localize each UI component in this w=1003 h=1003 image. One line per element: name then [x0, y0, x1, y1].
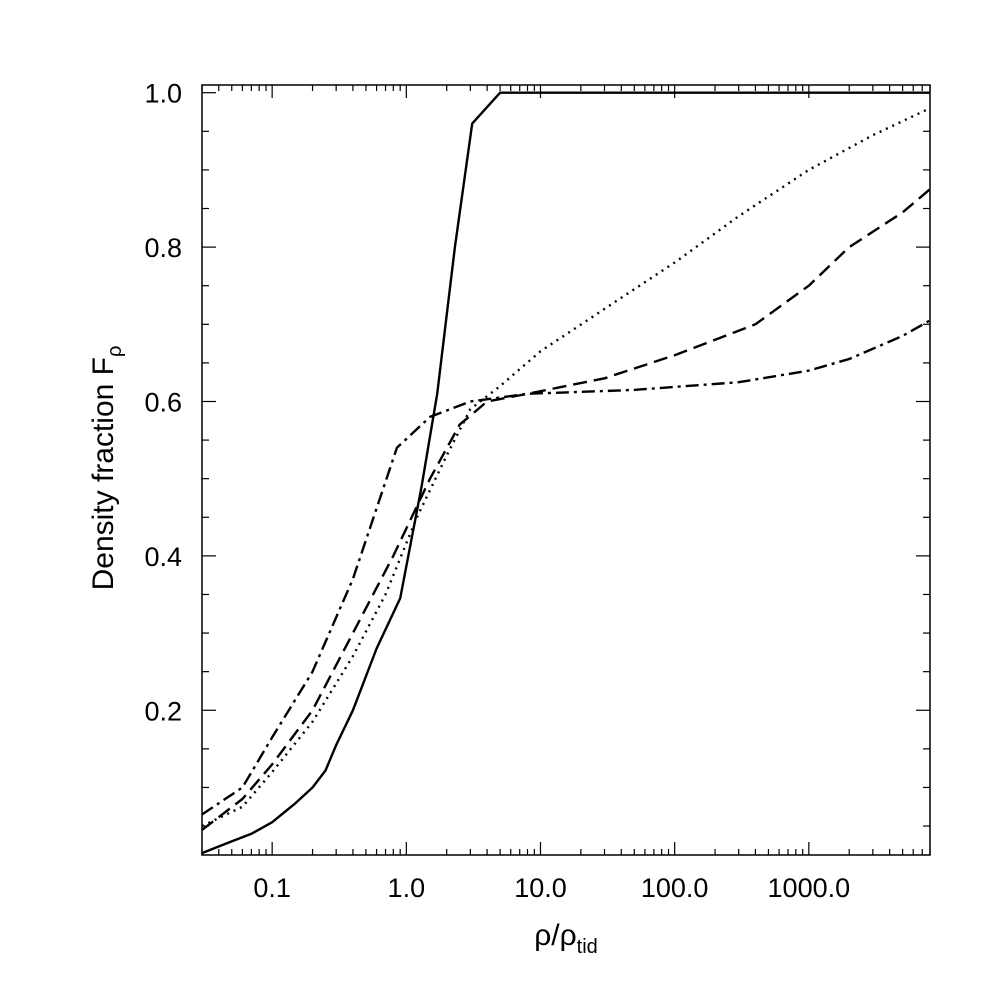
- y-tick-label: 0.4: [144, 542, 182, 572]
- y-axis-title-main: Density fraction F: [87, 357, 120, 590]
- series-line-dashdot: [201, 319, 931, 816]
- y-axis-title: Density fraction Fρ: [87, 346, 126, 591]
- x-axis-title-sub: tid: [577, 936, 598, 958]
- y-tick-label: 1.0: [144, 79, 182, 109]
- x-axis-title: ρ/ρtid: [534, 919, 598, 958]
- series-line-solid: [201, 91, 930, 855]
- x-tick-label: 1000.0: [768, 873, 851, 903]
- tick-marks: [201, 85, 931, 855]
- y-tick-label: 0.2: [144, 696, 182, 726]
- y-tick-label: 0.8: [144, 233, 182, 263]
- x-tick-label: 0.1: [253, 873, 291, 903]
- plot-frame: [201, 84, 931, 856]
- series-layer: [201, 91, 931, 855]
- x-tick-label: 10.0: [514, 873, 567, 903]
- series-line-dotted: [201, 107, 931, 828]
- x-tick-label: 1.0: [388, 873, 426, 903]
- tick-labels: 0.1 1.0 10.0 100.0 1000.0 0.2 0.4 0.6 0.8 1.0: [144, 79, 850, 903]
- x-tick-label: 100.0: [641, 873, 709, 903]
- x-axis-title-main: ρ/ρ: [534, 919, 576, 952]
- y-axis-title-sub: ρ: [104, 346, 126, 357]
- series-line-dashed: [201, 188, 931, 831]
- y-tick-label: 0.6: [144, 387, 182, 417]
